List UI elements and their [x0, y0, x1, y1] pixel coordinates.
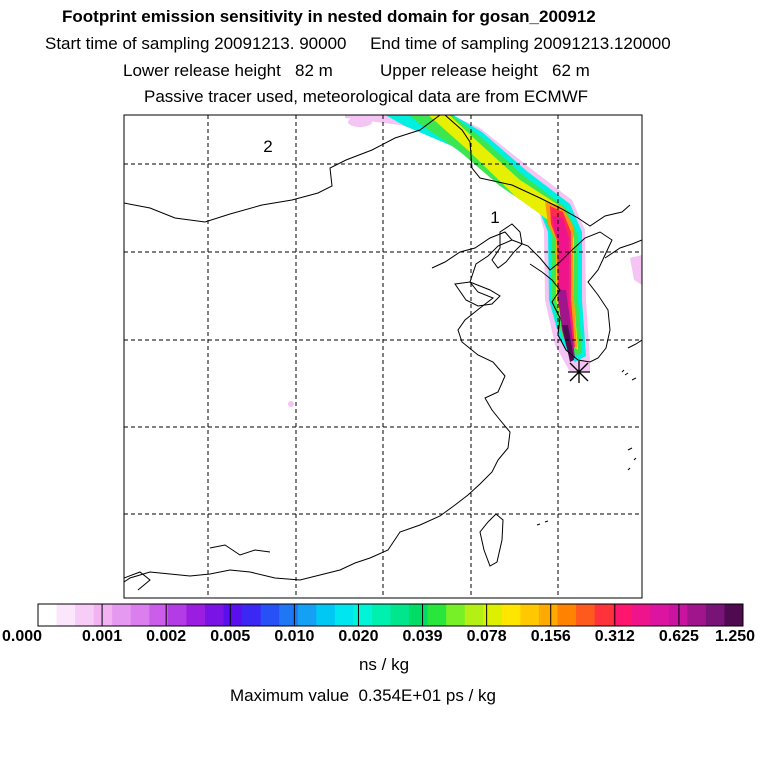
colorbar-tick-label: 0.002 — [146, 628, 187, 645]
colorbar-swatch — [75, 604, 95, 626]
maximum-value-line: Maximum value 0.354E+01 ps / kg — [230, 686, 496, 705]
colorbar-tick-label: 0.039 — [402, 628, 443, 645]
coastlines — [124, 115, 642, 591]
korea-coast — [511, 231, 613, 363]
colorbar-tick-label: 0.156 — [530, 628, 571, 645]
bohai-coast — [124, 231, 513, 583]
colorbar-swatch — [130, 604, 150, 626]
colorbar-swatch — [204, 604, 224, 626]
patch-north — [348, 117, 372, 127]
release-height-line: Lower release height 82 m Upper release … — [123, 61, 590, 80]
islands-korea-south — [621, 369, 637, 381]
taiwan — [479, 513, 504, 567]
colorbar-swatch — [56, 604, 76, 626]
colorbar-swatch — [557, 604, 577, 626]
patch-inland — [288, 401, 294, 407]
colorbar-units: ns / kg — [358, 655, 410, 674]
colorbar-swatch — [427, 604, 447, 626]
colorbar-swatch — [371, 604, 391, 626]
plot-title: Footprint emission sensitivity in nested… — [62, 7, 596, 26]
colorbar-swatch — [409, 604, 429, 626]
colorbar-swatch — [446, 604, 466, 626]
islands-japan-south — [536, 520, 549, 526]
plume-band-dark — [562, 325, 574, 362]
colorbar-tick-label: 0.000 — [1, 628, 43, 645]
colorbar-tick-label: 0.078 — [466, 628, 507, 645]
colorbar-swatch — [501, 604, 521, 626]
colorbar-swatch — [631, 604, 651, 626]
colorbar-swatch — [520, 604, 540, 626]
colorbar-swatch — [613, 604, 633, 626]
colorbar-swatch — [353, 604, 373, 626]
colorbar-swatch — [464, 604, 484, 626]
colorbar-swatch — [594, 604, 614, 626]
mongolia-border — [124, 115, 441, 223]
sampling-time-line: Start time of sampling 20091213. 90000 E… — [45, 34, 671, 53]
colorbar-swatch — [186, 604, 206, 626]
colorbar-tick-label: 0.312 — [594, 628, 635, 645]
region-label-2: 2 — [263, 137, 272, 156]
colorbar-swatch — [538, 604, 558, 626]
inner-border-south — [209, 544, 271, 556]
china-north-border — [444, 115, 631, 227]
colorbar-swatch — [705, 604, 725, 626]
tracer-info-line: Passive tracer used, meteorological data… — [144, 87, 589, 106]
colorbar-swatch — [38, 604, 57, 626]
colorbar-swatch — [483, 604, 503, 626]
colorbar-swatch — [242, 604, 262, 626]
islands-ryukyu — [627, 447, 637, 471]
region-label-1: 1 — [490, 208, 499, 227]
liaodong-peninsula — [491, 223, 523, 269]
colorbar-swatch — [576, 604, 595, 626]
colorbar-swatch — [687, 604, 707, 626]
colorbar — [37, 603, 744, 627]
colorbar-swatch — [112, 604, 132, 626]
colorbar-swatch — [167, 604, 187, 626]
colorbar-tick-label: 0.625 — [658, 628, 699, 645]
release-site-star-marker — [568, 361, 590, 383]
map-gridlines — [124, 115, 642, 598]
patch-east-sea — [630, 255, 642, 285]
kyushu-coast — [627, 339, 642, 349]
colorbar-swatch — [297, 604, 317, 626]
japan-coast — [604, 239, 642, 259]
colorbar-swatch — [390, 604, 410, 626]
colorbar-swatch — [650, 604, 670, 626]
colorbar-swatch — [149, 604, 169, 626]
colorbar-swatch — [724, 604, 744, 626]
colorbar-swatch — [223, 604, 243, 626]
hainan-border-stub — [124, 571, 151, 591]
colorbar-border — [37, 603, 744, 627]
colorbar-tick-label: 0.005 — [210, 628, 251, 645]
sensitivity-field — [288, 115, 642, 407]
colorbar-tick-label: 0.001 — [82, 628, 123, 645]
colorbar-swatch — [279, 604, 299, 626]
colorbar-swatch — [334, 604, 354, 626]
shandong-peninsula — [454, 281, 501, 307]
colorbar-tick-label: 1.250 — [714, 628, 756, 645]
colorbar-swatch — [668, 604, 688, 626]
map-frame — [123, 114, 643, 599]
colorbar-swatch — [260, 604, 280, 626]
colorbar-tick-label: 0.010 — [274, 628, 315, 645]
colorbar-swatch — [93, 604, 113, 626]
colorbar-tick-label: 0.020 — [338, 628, 379, 645]
colorbar-swatch — [316, 604, 336, 626]
